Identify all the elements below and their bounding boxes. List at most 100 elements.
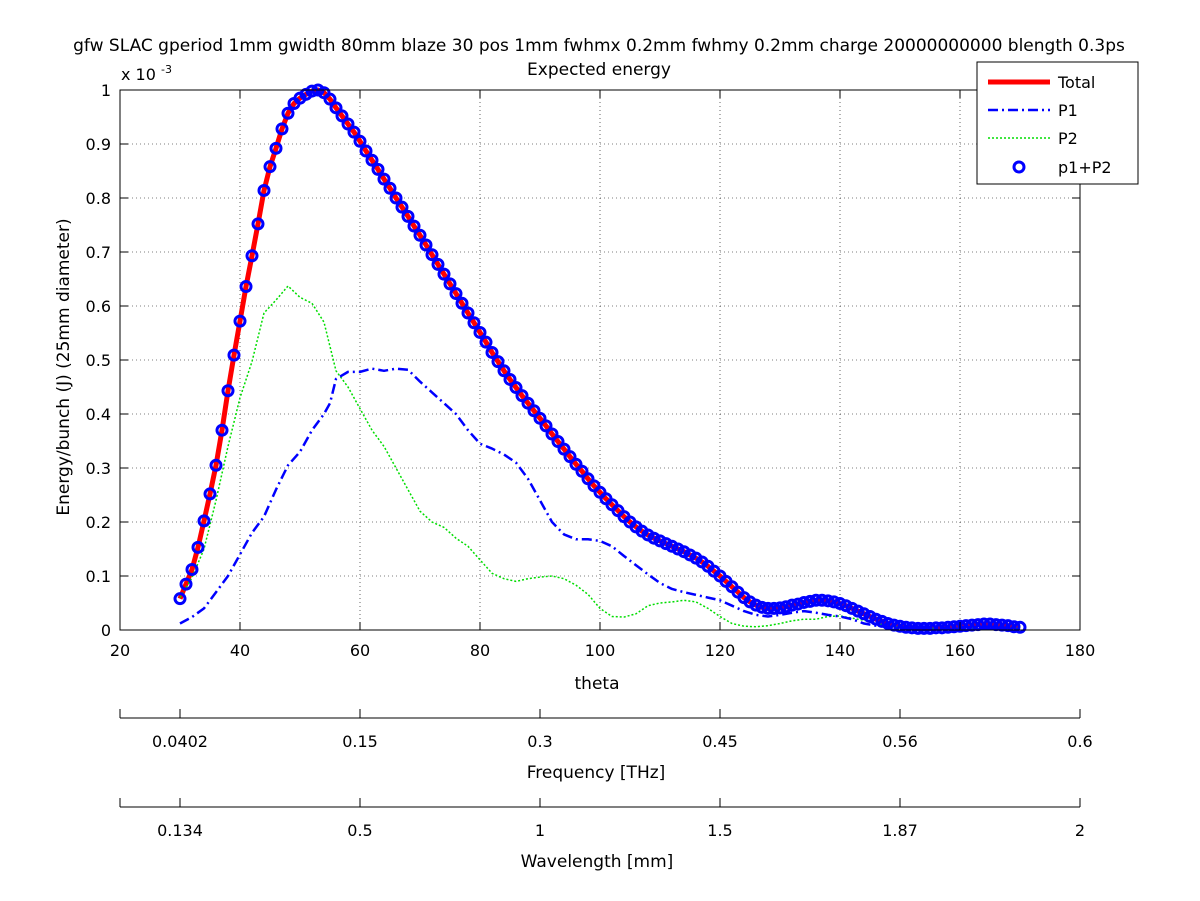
data-point xyxy=(389,191,403,205)
y-multiplier-base: x 10 xyxy=(121,65,156,84)
data-point xyxy=(233,314,247,328)
data-point xyxy=(905,621,919,635)
data-point xyxy=(221,384,235,398)
y-axis-ticks: 0 0.1 0.2 0.3 0.4 0.5 0.6 0.7 0.8 0.9 1 xyxy=(86,81,1080,640)
data-point xyxy=(755,600,769,614)
legend-label-p1p2: p1+P2 xyxy=(1058,158,1112,177)
data-point xyxy=(527,404,541,418)
data-point xyxy=(419,238,433,252)
x-tick-label: 100 xyxy=(585,641,616,660)
y-multiplier-exponent: -3 xyxy=(161,63,172,76)
data-point xyxy=(563,450,577,464)
secondary-tick-label: 0.134 xyxy=(157,821,203,840)
data-point xyxy=(347,125,361,139)
secondary-tick-label: 0.3 xyxy=(527,732,552,751)
data-point xyxy=(491,355,505,369)
data-point xyxy=(263,160,277,174)
y-tick-label: 0.3 xyxy=(86,459,111,478)
y-tick-label: 0 xyxy=(101,621,111,640)
frequency-axis: 0.0402 0.15 0.3 0.45 0.56 0.6 xyxy=(119,709,1093,751)
x-tick-label: 60 xyxy=(350,641,370,660)
data-point xyxy=(371,162,385,176)
secondary-tick-label: 0.56 xyxy=(882,732,918,751)
data-point xyxy=(833,597,847,611)
data-point xyxy=(953,619,967,633)
y-tick-label: 0.9 xyxy=(86,135,111,154)
data-point xyxy=(239,280,253,294)
data-point xyxy=(809,593,823,607)
y-tick-label: 0.4 xyxy=(86,405,111,424)
data-point xyxy=(395,200,409,214)
y-tick-label: 0.8 xyxy=(86,189,111,208)
data-point xyxy=(773,601,787,615)
secondary-tick-label: 1 xyxy=(535,821,545,840)
data-point xyxy=(947,620,961,634)
data-point xyxy=(869,612,883,626)
secondary-tick-label: 1.5 xyxy=(707,821,732,840)
y-tick-label: 0.5 xyxy=(86,351,111,370)
data-point xyxy=(335,109,349,123)
data-point xyxy=(827,595,841,609)
y-tick-label: 0.1 xyxy=(86,567,111,586)
data-point xyxy=(797,595,811,609)
data-point xyxy=(557,442,571,456)
data-point xyxy=(197,514,211,528)
data-point xyxy=(545,427,559,441)
x-tick-label: 180 xyxy=(1065,641,1096,660)
data-point xyxy=(209,458,223,472)
data-point xyxy=(875,614,889,628)
data-point xyxy=(305,84,319,98)
data-point xyxy=(425,248,439,262)
wavelength-axis-label: Wavelength [mm] xyxy=(521,852,674,872)
data-point xyxy=(1013,620,1027,634)
legend-label-p2: P2 xyxy=(1058,129,1078,148)
y-tick-label: 0.2 xyxy=(86,513,111,532)
data-point xyxy=(803,594,817,608)
data-point xyxy=(923,621,937,635)
data-point xyxy=(173,592,187,606)
data-point xyxy=(977,617,991,631)
secondary-tick-label: 0.45 xyxy=(702,732,738,751)
data-point xyxy=(881,617,895,631)
y-tick-label: 1 xyxy=(101,81,111,100)
y-tick-label: 0.6 xyxy=(86,297,111,316)
data-point xyxy=(935,621,949,635)
secondary-tick-label: 1.87 xyxy=(882,821,918,840)
data-point xyxy=(353,134,367,148)
x-axis-label: theta xyxy=(575,674,620,694)
frequency-axis-label: Frequency [THz] xyxy=(527,763,666,783)
series-line-p1 xyxy=(179,367,1021,630)
data-point xyxy=(431,257,445,271)
wavelength-axis: 0.134 0.5 1 1.5 1.87 2 xyxy=(119,798,1085,840)
data-point xyxy=(959,619,973,633)
legend-label-total: Total xyxy=(1057,73,1095,92)
data-point xyxy=(467,316,481,330)
data-point xyxy=(917,621,931,635)
y-tick-label: 0.7 xyxy=(86,243,111,262)
data-point xyxy=(815,593,829,607)
data-point xyxy=(473,325,487,339)
data-point xyxy=(509,381,523,395)
data-point xyxy=(983,617,997,631)
data-point xyxy=(521,396,535,410)
x-tick-label: 160 xyxy=(945,641,976,660)
series-line-p2 xyxy=(179,285,1020,630)
y-axis-label: Energy/bunch (J) (25mm diameter) xyxy=(54,218,74,515)
secondary-tick-label: 0.0402 xyxy=(152,732,208,751)
grid xyxy=(120,90,1080,630)
data-point xyxy=(191,540,205,554)
data-point xyxy=(893,619,907,633)
data-point xyxy=(215,423,229,437)
legend-label-p1: P1 xyxy=(1058,101,1078,120)
data-point xyxy=(1007,620,1021,634)
legend-swatch-p1p2 xyxy=(1012,160,1026,174)
data-point xyxy=(461,306,475,320)
data-point xyxy=(761,601,775,615)
data-point xyxy=(791,597,805,611)
data-point xyxy=(437,267,451,281)
data-point xyxy=(377,172,391,186)
data-point xyxy=(515,389,529,403)
x-axis-ticks: 20 40 60 80 100 120 140 160 180 xyxy=(110,90,1095,660)
data-point xyxy=(281,106,295,120)
